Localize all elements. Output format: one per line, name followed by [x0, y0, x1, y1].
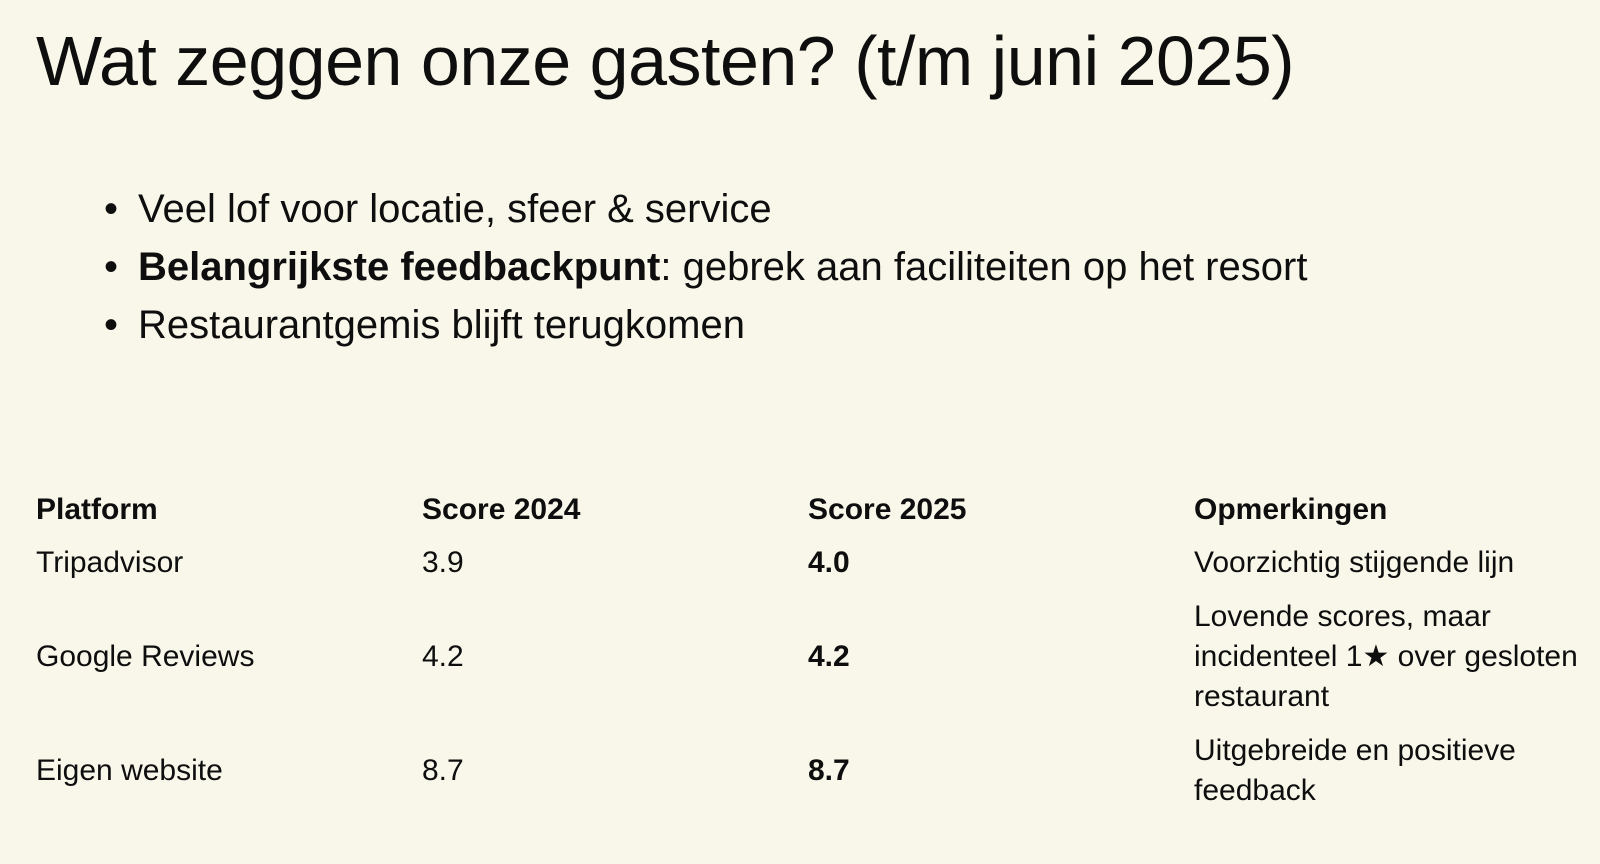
cell-remark: Voorzichtig stijgende lijn — [1194, 546, 1515, 579]
header-remarks: Opmerkingen — [1194, 493, 1388, 526]
cell-score-2024: 4.2 — [422, 640, 464, 673]
bullet-text: Veel lof voor locatie, sfeer & service — [138, 187, 772, 231]
header-score-2024: Score 2024 — [422, 493, 581, 526]
cell-platform: Eigen website — [36, 754, 223, 787]
cell-score-2024: 8.7 — [422, 754, 464, 787]
cell-score-2025: 4.0 — [808, 546, 850, 579]
review-scores-table: Platform Score 2024 Score 2025 Opmerking… — [36, 490, 1596, 824]
cell-platform: Tripadvisor — [36, 546, 184, 579]
cell-score-2025: 8.7 — [808, 754, 850, 787]
cell-platform: Google Reviews — [36, 640, 255, 673]
bullet-item: Veel lof voor locatie, sfeer & service — [104, 180, 1307, 238]
bullet-text: : gebrek aan faciliteiten op het resort — [660, 245, 1308, 289]
table-row: Eigen website 8.7 8.7 Uitgebreide en pos… — [36, 718, 1596, 824]
bullet-text: Restaurantgemis blijft terugkomen — [138, 303, 745, 347]
bullet-bold-text: Belangrijkste feedbackpunt — [138, 245, 661, 289]
table-header-row: Platform Score 2024 Score 2025 Opmerking… — [36, 490, 1596, 530]
header-platform: Platform — [36, 493, 158, 526]
table-row: Google Reviews 4.2 4.2 Lovende scores, m… — [36, 596, 1596, 718]
cell-remark: Lovende scores, maar incidenteel 1★ over… — [1194, 600, 1578, 713]
table-row: Tripadvisor 3.9 4.0 Voorzichtig stijgend… — [36, 530, 1596, 596]
header-score-2025: Score 2025 — [808, 493, 967, 526]
cell-score-2024: 3.9 — [422, 546, 464, 579]
bullet-item: Restaurantgemis blijft terugkomen — [104, 296, 1307, 354]
slide-title: Wat zeggen onze gasten? (t/m juni 2025) — [36, 22, 1295, 100]
cell-score-2025: 4.2 — [808, 640, 850, 673]
bullet-list: Veel lof voor locatie, sfeer & service B… — [104, 180, 1307, 354]
bullet-item: Belangrijkste feedbackpunt: gebrek aan f… — [104, 238, 1307, 296]
cell-remark: Uitgebreide en positieve feedback — [1194, 734, 1516, 807]
